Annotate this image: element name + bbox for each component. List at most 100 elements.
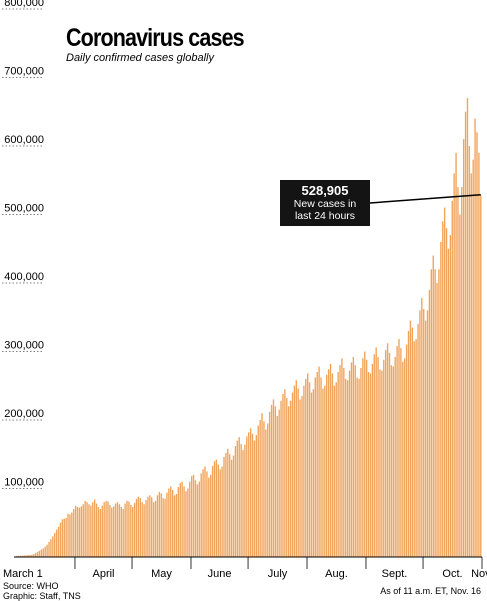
bar bbox=[208, 477, 210, 557]
bar bbox=[244, 444, 246, 557]
bar bbox=[50, 539, 52, 557]
x-tick-label: Aug. bbox=[325, 568, 348, 580]
bar bbox=[291, 392, 294, 557]
bar bbox=[326, 374, 328, 557]
bar bbox=[206, 471, 208, 558]
bar bbox=[438, 269, 440, 557]
bar bbox=[426, 310, 429, 557]
bar bbox=[149, 495, 151, 557]
bar bbox=[270, 404, 273, 557]
bar bbox=[120, 507, 122, 557]
y-tick-label: 300,000 bbox=[4, 340, 44, 352]
bar bbox=[394, 356, 396, 557]
bar bbox=[411, 327, 413, 557]
bar bbox=[354, 365, 356, 557]
bar bbox=[213, 461, 216, 557]
bar bbox=[107, 501, 109, 557]
y-axis: 100,000 200,000 300,000 400,000 500,000 600,0… bbox=[2, 0, 44, 489]
bar bbox=[141, 502, 143, 557]
bar bbox=[126, 500, 128, 557]
bar bbox=[405, 344, 408, 557]
bar bbox=[42, 548, 44, 557]
bar bbox=[451, 200, 453, 558]
x-axis: March 1 April May June July Aug. Sept. Oct. Nov. bbox=[3, 556, 487, 580]
bar bbox=[261, 413, 263, 557]
bar bbox=[432, 255, 434, 557]
bar bbox=[145, 500, 147, 557]
bar bbox=[200, 473, 202, 557]
bar bbox=[443, 207, 446, 557]
bar bbox=[284, 389, 286, 557]
bar bbox=[238, 437, 240, 558]
bar bbox=[476, 132, 478, 558]
bar bbox=[301, 396, 303, 557]
bar bbox=[339, 365, 341, 557]
bar bbox=[55, 529, 58, 557]
bar bbox=[23, 555, 25, 557]
bar bbox=[190, 476, 193, 557]
bar bbox=[267, 423, 269, 557]
bar bbox=[388, 352, 391, 557]
bar bbox=[114, 503, 117, 557]
bar bbox=[242, 450, 244, 557]
bar bbox=[40, 549, 43, 557]
bar bbox=[415, 339, 417, 557]
bar bbox=[468, 146, 471, 557]
bar bbox=[92, 502, 94, 557]
bar bbox=[434, 269, 436, 557]
bar bbox=[48, 541, 50, 557]
bar bbox=[379, 369, 381, 557]
bar bbox=[293, 385, 296, 557]
bar bbox=[82, 504, 84, 557]
bar bbox=[287, 406, 290, 557]
bar bbox=[377, 356, 379, 557]
bar bbox=[341, 358, 343, 557]
bar bbox=[35, 552, 37, 557]
bar bbox=[453, 173, 455, 557]
bar bbox=[413, 341, 415, 557]
bar bbox=[272, 399, 275, 557]
bar bbox=[364, 351, 366, 557]
bar bbox=[230, 459, 233, 557]
bar bbox=[185, 491, 187, 557]
bar bbox=[346, 380, 349, 557]
bar bbox=[402, 361, 404, 557]
bar bbox=[76, 507, 79, 557]
bar bbox=[162, 498, 164, 557]
bar bbox=[74, 505, 77, 558]
bar bbox=[143, 504, 145, 557]
bar bbox=[447, 248, 450, 557]
bar bbox=[268, 411, 271, 557]
bar bbox=[187, 488, 189, 557]
bar bbox=[63, 518, 65, 557]
bar bbox=[251, 433, 254, 557]
bar bbox=[398, 339, 400, 557]
bar bbox=[95, 503, 98, 557]
bar bbox=[173, 495, 176, 557]
bar bbox=[383, 359, 385, 557]
bar bbox=[175, 493, 178, 557]
bar bbox=[367, 372, 370, 557]
bar bbox=[29, 554, 31, 557]
bar bbox=[390, 365, 393, 557]
y-tick-label: 400,000 bbox=[4, 271, 44, 283]
bar bbox=[440, 241, 442, 557]
bar bbox=[118, 504, 121, 557]
bar bbox=[80, 506, 83, 557]
bar bbox=[189, 481, 191, 557]
x-tick-label: April bbox=[92, 568, 114, 580]
x-tick-label: Sept. bbox=[382, 568, 408, 580]
bar bbox=[392, 366, 394, 557]
bar bbox=[449, 235, 452, 558]
bar bbox=[318, 366, 320, 557]
bar bbox=[282, 393, 284, 557]
bar bbox=[248, 432, 250, 557]
bar bbox=[192, 474, 195, 557]
bar bbox=[308, 382, 311, 557]
bar bbox=[78, 507, 81, 557]
bar bbox=[375, 347, 377, 557]
bar bbox=[71, 512, 73, 557]
bar bbox=[322, 388, 324, 557]
bar bbox=[196, 484, 199, 557]
